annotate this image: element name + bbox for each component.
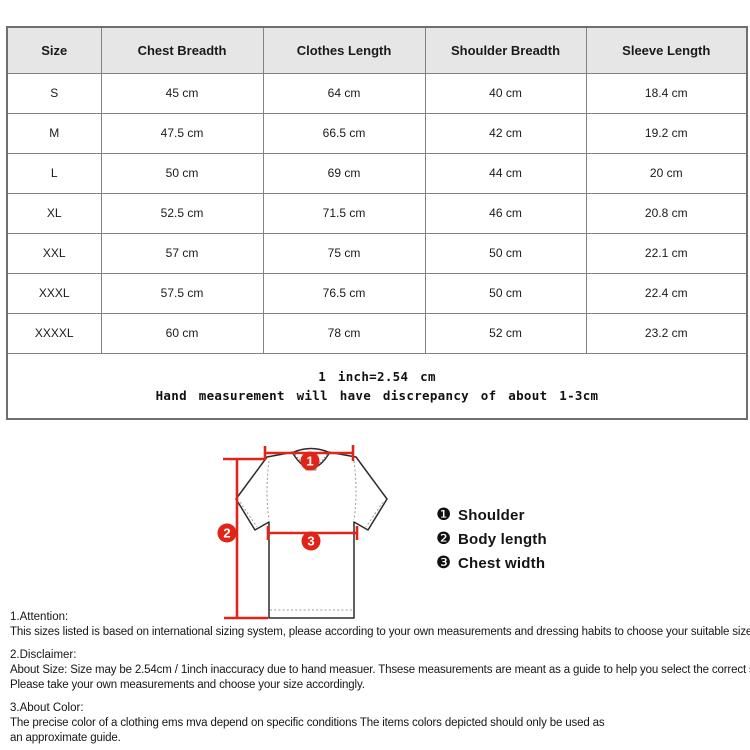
chest-cell: 57 cm [100, 232, 264, 274]
right-sleeve-seam [353, 460, 357, 521]
length-cell: 69 cm [262, 152, 426, 194]
sleeve-cell: 22.1 cm [585, 232, 748, 274]
about-color-section: 3.About Color: The precise color of a cl… [10, 701, 746, 746]
length-cell: 64 cm [262, 72, 426, 114]
column-header-chest: Chest Breadth [100, 26, 264, 74]
inch-conversion-note: 1 inch=2.54 cm [318, 368, 436, 384]
size-cell: M [6, 112, 102, 154]
hand-measure-note: Hand measurement will have discrepancy o… [155, 387, 599, 403]
legend-label-chest-width: Chest width [458, 554, 546, 572]
about-color-text-1: The precise color of a clothing ems mva … [10, 717, 605, 729]
shoulder-cell: 44 cm [424, 152, 587, 194]
measurement-lines [223, 445, 359, 620]
sleeve-cell: 20.8 cm [585, 192, 748, 234]
sleeve-cell: 22.4 cm [585, 272, 748, 314]
table-header-row: Size Chest Breadth Clothes Length Should… [6, 26, 748, 74]
legend-label-body-length: Body length [458, 530, 547, 548]
about-color-text-2: an approximate guide. [10, 732, 121, 744]
column-header-size: Size [6, 26, 102, 74]
left-sleeve-seam [266, 460, 270, 521]
measurement-legend: ❶ Shoulder ❷ Body length ❸ Chest width [436, 503, 547, 575]
measurement-note: 1 inch=2.54 cm Hand measurement will hav… [6, 352, 748, 420]
marker-1-number: 1 [306, 454, 313, 469]
marker-3-number: 3 [307, 534, 314, 549]
disclaimer-text-1: About Size: Size may be 2.54cm / 1inch i… [10, 664, 750, 676]
marker-3-badge [301, 531, 321, 551]
legend-item-body-length: ❷ Body length [436, 527, 547, 551]
footnotes: 1.Attention: This sizes listed is based … [10, 610, 750, 750]
column-header-shoulder: Shoulder Breadth [424, 26, 587, 74]
legend-item-chest-width: ❸ Chest width [436, 551, 547, 575]
table-row: XXXL 57.5 cm 76.5 cm 50 cm 22.4 cm [6, 272, 748, 314]
table-row: XXXXL 60 cm 78 cm 52 cm 23.2 cm [6, 312, 748, 354]
attention-heading: 1.Attention: [10, 611, 69, 623]
sleeve-cell: 18.4 cm [585, 72, 748, 114]
size-cell: L [6, 152, 102, 194]
sleeve-cell: 19.2 cm [585, 112, 748, 154]
tshirt-diagram: 1 2 3 [217, 445, 388, 620]
circled-one-icon: ❶ [436, 504, 452, 525]
size-chart-table: Size Chest Breadth Clothes Length Should… [6, 26, 748, 420]
left-cuff-seam [239, 501, 258, 528]
shoulder-cell: 52 cm [424, 312, 587, 354]
column-header-length: Clothes Length [262, 26, 426, 74]
legend-item-shoulder: ❶ Shoulder [436, 503, 547, 527]
shoulder-cell: 40 cm [424, 72, 587, 114]
table-row: XL 52.5 cm 71.5 cm 46 cm 20.8 cm [6, 192, 748, 234]
circled-two-icon: ❷ [436, 528, 452, 549]
legend-label-shoulder: Shoulder [458, 506, 525, 524]
shoulder-cell: 50 cm [424, 232, 587, 274]
size-cell: S [6, 72, 102, 114]
shoulder-cell: 42 cm [424, 112, 587, 154]
table-row: XXL 57 cm 75 cm 50 cm 22.1 cm [6, 232, 748, 274]
length-cell: 75 cm [262, 232, 426, 274]
length-cell: 76.5 cm [262, 272, 426, 314]
disclaimer-text-2: Please take your own measurements and ch… [10, 679, 365, 691]
column-header-sleeve: Sleeve Length [585, 26, 748, 74]
marker-2-number: 2 [223, 526, 230, 541]
shoulder-cell: 46 cm [424, 192, 587, 234]
marker-1-badge [300, 451, 320, 471]
chest-cell: 52.5 cm [100, 192, 264, 234]
length-cell: 78 cm [262, 312, 426, 354]
sleeve-cell: 20 cm [585, 152, 748, 194]
attention-section: 1.Attention: This sizes listed is based … [10, 610, 750, 640]
chest-cell: 57.5 cm [100, 272, 264, 314]
table-row: M 47.5 cm 66.5 cm 42 cm 19.2 cm [6, 112, 748, 154]
chest-cell: 60 cm [100, 312, 264, 354]
table-row: S 45 cm 64 cm 40 cm 18.4 cm [6, 72, 748, 114]
sleeve-cell: 23.2 cm [585, 312, 748, 354]
table-note-row: 1 inch=2.54 cm Hand measurement will hav… [6, 352, 748, 420]
attention-text: This sizes listed is based on internatio… [10, 626, 750, 638]
chest-cell: 45 cm [100, 72, 264, 114]
table-row: L 50 cm 69 cm 44 cm 20 cm [6, 152, 748, 194]
size-cell: XXXXL [6, 312, 102, 354]
right-cuff-seam [365, 501, 384, 528]
chest-cell: 50 cm [100, 152, 264, 194]
length-cell: 71.5 cm [262, 192, 426, 234]
size-cell: XXXL [6, 272, 102, 314]
disclaimer-heading: 2.Disclaimer: [10, 649, 77, 661]
size-cell: XXL [6, 232, 102, 274]
circled-three-icon: ❸ [436, 552, 452, 573]
chest-cell: 47.5 cm [100, 112, 264, 154]
shoulder-cell: 50 cm [424, 272, 587, 314]
about-color-heading: 3.About Color: [10, 702, 84, 714]
size-cell: XL [6, 192, 102, 234]
marker-2-badge [217, 523, 237, 543]
length-cell: 66.5 cm [262, 112, 426, 154]
disclaimer-section: 2.Disclaimer: About Size: Size may be 2.… [10, 648, 750, 693]
